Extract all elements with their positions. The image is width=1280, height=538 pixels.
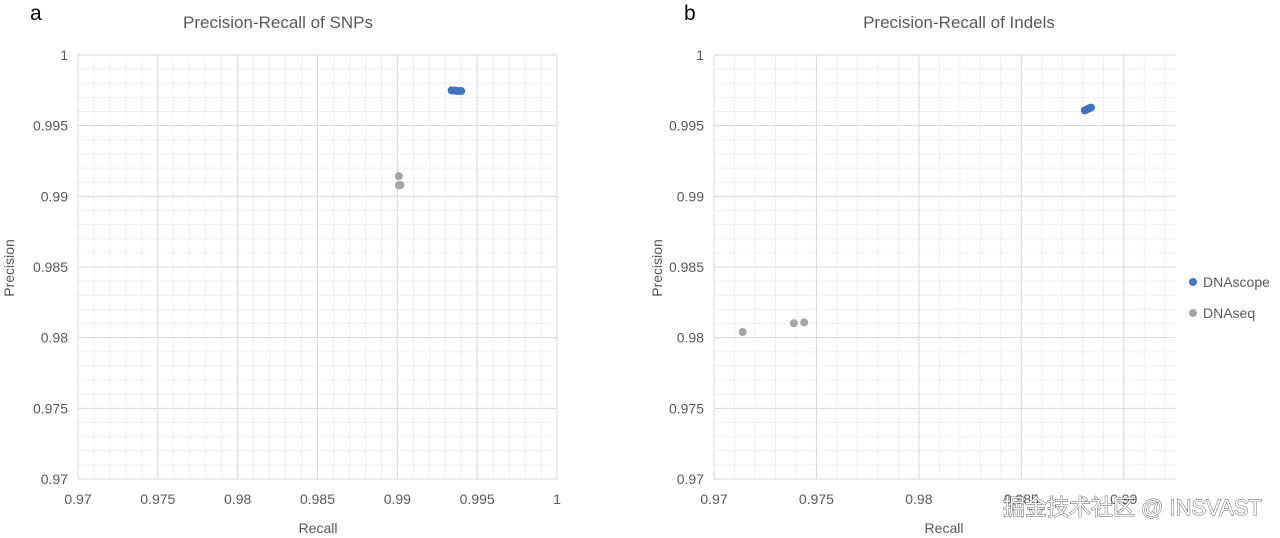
y-tick-label-indels: 0.995	[669, 118, 704, 134]
y-tick-label-indels: 0.98	[677, 330, 704, 346]
y-tick-label-snps: 0.98	[41, 330, 68, 346]
y-tick-label-indels: 1	[696, 47, 704, 63]
x-tick-label-snps: 1	[553, 491, 561, 507]
legend: DNAscope DNAseq	[1189, 274, 1270, 321]
x-tick-label-snps: 0.975	[140, 491, 175, 507]
y-tick-label-snps: 1	[60, 47, 68, 63]
x-tick-label-indels: 0.975	[799, 491, 834, 507]
data-point-dnascope-indels	[1086, 103, 1095, 112]
panel-letter-a: a	[30, 2, 42, 25]
watermark-text: 掘金技术社区 @ INSVAST	[1003, 495, 1262, 520]
x-tick-label-snps: 0.98	[224, 491, 251, 507]
y-tick-label-indels: 0.985	[669, 259, 704, 275]
x-tick-label-snps: 0.99	[384, 491, 411, 507]
x-tick-label-indels: 0.985	[1004, 491, 1039, 507]
legend-label-dnascope: DNAscope	[1203, 274, 1270, 290]
y-axis-label-snps: Precision	[1, 239, 17, 297]
y-tick-label-indels: 0.97	[677, 471, 704, 487]
data-point-dnaseq-snps	[396, 181, 405, 190]
x-tick-label-snps: 0.97	[64, 491, 91, 507]
x-tick-label-indels: 0.97	[700, 491, 727, 507]
x-tick-label-snps: 0.995	[460, 491, 495, 507]
x-axis-label-indels: Recall	[925, 520, 964, 536]
chart-title-snps: Precision-Recall of SNPs	[183, 13, 373, 32]
panel-letter-b: b	[684, 2, 696, 25]
y-tick-label-snps: 0.975	[33, 400, 68, 416]
legend-marker-dnascope	[1189, 278, 1197, 286]
y-axis-label-indels: Precision	[649, 239, 665, 297]
data-point-dnaseq-indels	[738, 328, 747, 337]
data-point-dnascope-snps	[457, 87, 466, 96]
chart-title-indels: Precision-Recall of Indels	[863, 13, 1055, 32]
panel-snps: a Precision-Recall of SNPs 0.97 0.975 0.98…	[1, 2, 561, 536]
legend-marker-dnaseq	[1189, 309, 1197, 317]
y-tick-label-snps: 0.97	[41, 471, 68, 487]
plot-area-snps: 0.97 0.975 0.98 0.985 0.99 0.995 1 0.97 0.975 0.9…	[33, 47, 561, 507]
data-point-dnaseq-snps	[394, 172, 403, 181]
x-tick-label-indels: 0.99	[1110, 491, 1137, 507]
y-tick-label-snps: 0.995	[33, 118, 68, 134]
x-tick-label-indels: 0.98	[905, 491, 932, 507]
y-tick-label-snps: 0.985	[33, 259, 68, 275]
plot-area-indels: 0.97 0.975 0.98 0.985 0.99 0.97 0.975 0.98 0.985…	[669, 47, 1175, 507]
data-point-dnaseq-indels	[789, 319, 798, 328]
y-tick-label-indels: 0.99	[677, 188, 704, 204]
panel-indels: b Precision-Recall of Indels 0.97 0.975 0.…	[649, 2, 1175, 536]
x-tick-label-snps: 0.985	[300, 491, 335, 507]
y-tick-label-indels: 0.975	[669, 400, 704, 416]
data-point-dnaseq-indels	[800, 318, 809, 327]
y-tick-label-snps: 0.99	[41, 188, 68, 204]
legend-label-dnaseq: DNAseq	[1203, 305, 1255, 321]
x-axis-label-snps: Recall	[299, 520, 338, 536]
